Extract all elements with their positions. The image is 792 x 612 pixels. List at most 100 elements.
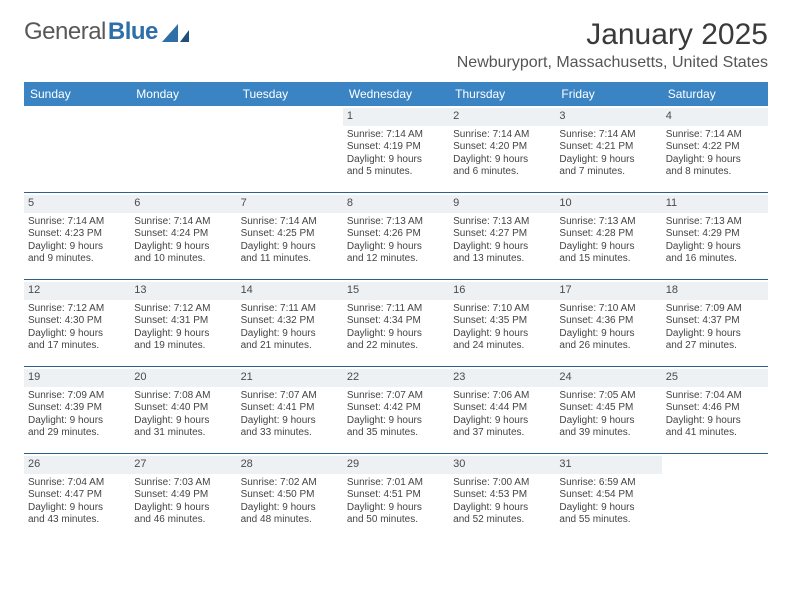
day-line-sunrise: Sunrise: 6:59 AM [559,477,657,490]
day-line-sunrise: Sunrise: 7:10 AM [559,303,657,316]
day-cell: 18Sunrise: 7:09 AMSunset: 4:37 PMDayligh… [662,280,768,366]
day-details: Sunrise: 7:12 AMSunset: 4:30 PMDaylight:… [28,303,126,353]
day-line-sunset: Sunset: 4:45 PM [559,402,657,415]
day-line-sunset: Sunset: 4:44 PM [453,402,551,415]
day-details: Sunrise: 7:09 AMSunset: 4:39 PMDaylight:… [28,390,126,440]
day-line-day_a: Daylight: 9 hours [453,415,551,428]
day-cell: 25Sunrise: 7:04 AMSunset: 4:46 PMDayligh… [662,367,768,453]
day-cell: 12 Sunrise: 7:12 AMSunset: 4:30 PMDayligh… [24,280,130,366]
day-line-day_b: and 11 minutes. [241,253,339,266]
calendar-week: 26Sunrise: 7:04 AMSunset: 4:47 PMDayligh… [24,454,768,540]
day-line-day_b: and 33 minutes. [241,427,339,440]
day-cell: 7Sunrise: 7:14 AMSunset: 4:25 PMDaylight… [237,193,343,279]
day-line-day_a: Daylight: 9 hours [241,328,339,341]
day-line-day_a: Daylight: 9 hours [559,241,657,254]
day-details: Sunrise: 7:14 AMSunset: 4:25 PMDaylight:… [241,216,339,266]
day-line-sunset: Sunset: 4:41 PM [241,402,339,415]
day-cell: 22Sunrise: 7:07 AMSunset: 4:42 PMDayligh… [343,367,449,453]
day-cell: 29Sunrise: 7:01 AMSunset: 4:51 PMDayligh… [343,454,449,540]
day-line-day_b: and 31 minutes. [134,427,232,440]
day-line-sunset: Sunset: 4:51 PM [347,489,445,502]
day-line-day_b: and 26 minutes. [559,340,657,353]
day-number: 8 [343,195,449,213]
day-details: Sunrise: 7:04 AMSunset: 4:47 PMDaylight:… [28,477,126,527]
day-line-day_b: and 35 minutes. [347,427,445,440]
day-cell: 8Sunrise: 7:13 AMSunset: 4:26 PMDaylight… [343,193,449,279]
day-details: Sunrise: 6:59 AMSunset: 4:54 PMDaylight:… [559,477,657,527]
page-header: GeneralBlue January 2025 Newburyport, Ma… [24,18,768,72]
day-number: 23 [449,369,555,387]
day-details: Sunrise: 7:13 AMSunset: 4:29 PMDaylight:… [666,216,764,266]
logo-sail-icon [162,22,190,42]
day-line-day_b: and 43 minutes. [28,514,126,527]
day-line-day_a: Daylight: 9 hours [559,154,657,167]
day-line-day_a: Daylight: 9 hours [134,502,232,515]
day-line-sunset: Sunset: 4:21 PM [559,141,657,154]
day-line-day_a: Daylight: 9 hours [134,328,232,341]
day-number: 12 [24,282,130,300]
calendar-grid: Sunday Monday Tuesday Wednesday Thursday… [24,82,768,540]
day-line-sunrise: Sunrise: 7:07 AM [347,390,445,403]
day-cell: 1Sunrise: 7:14 AMSunset: 4:19 PMDaylight… [343,106,449,192]
day-line-day_b: and 52 minutes. [453,514,551,527]
day-line-sunrise: Sunrise: 7:02 AM [241,477,339,490]
day-details: Sunrise: 7:10 AMSunset: 4:36 PMDaylight:… [559,303,657,353]
day-line-sunset: Sunset: 4:50 PM [241,489,339,502]
day-line-sunset: Sunset: 4:36 PM [559,315,657,328]
day-details: Sunrise: 7:02 AMSunset: 4:50 PMDaylight:… [241,477,339,527]
day-line-sunrise: Sunrise: 7:09 AM [28,390,126,403]
day-line-day_b: and 16 minutes. [666,253,764,266]
logo: GeneralBlue [24,18,190,46]
day-cell: 3Sunrise: 7:14 AMSunset: 4:21 PMDaylight… [555,106,661,192]
location-subtitle: Newburyport, Massachusetts, United State… [457,54,768,72]
day-of-week-header: Sunday Monday Tuesday Wednesday Thursday… [24,82,768,106]
day-details: Sunrise: 7:14 AMSunset: 4:24 PMDaylight:… [134,216,232,266]
day-details: Sunrise: 7:13 AMSunset: 4:28 PMDaylight:… [559,216,657,266]
day-line-day_a: Daylight: 9 hours [241,415,339,428]
day-line-day_a: Daylight: 9 hours [559,328,657,341]
day-details: Sunrise: 7:05 AMSunset: 4:45 PMDaylight:… [559,390,657,440]
day-number: 17 [555,282,661,300]
day-line-day_b: and 19 minutes. [134,340,232,353]
day-line-day_b: and 55 minutes. [559,514,657,527]
day-line-sunrise: Sunrise: 7:13 AM [559,216,657,229]
day-cell: 10 Sunrise: 7:13 AMSunset: 4:28 PMDayligh… [555,193,661,279]
day-number: 22 [343,369,449,387]
day-line-day_a: Daylight: 9 hours [559,502,657,515]
day-cell: 23Sunrise: 7:06 AMSunset: 4:44 PMDayligh… [449,367,555,453]
day-line-day_b: and 9 minutes. [28,253,126,266]
day-line-sunrise: Sunrise: 7:03 AM [134,477,232,490]
day-cell: 24Sunrise: 7:05 AMSunset: 4:45 PMDayligh… [555,367,661,453]
logo-text-b: Blue [108,18,158,46]
day-cell: 21Sunrise: 7:07 AMSunset: 4:41 PMDayligh… [237,367,343,453]
day-cell [24,106,130,192]
day-cell: 2Sunrise: 7:14 AMSunset: 4:20 PMDaylight… [449,106,555,192]
logo-text-a: General [24,18,106,46]
day-details: Sunrise: 7:11 AMSunset: 4:32 PMDaylight:… [241,303,339,353]
day-line-sunset: Sunset: 4:40 PM [134,402,232,415]
day-line-sunrise: Sunrise: 7:13 AM [666,216,764,229]
day-line-sunset: Sunset: 4:49 PM [134,489,232,502]
day-number: 29 [343,456,449,474]
day-line-sunset: Sunset: 4:29 PM [666,228,764,241]
dow-sunday: Sunday [24,82,130,106]
day-line-sunrise: Sunrise: 7:07 AM [241,390,339,403]
calendar-week: 1Sunrise: 7:14 AMSunset: 4:19 PMDaylight… [24,106,768,193]
day-cell: 9Sunrise: 7:13 AMSunset: 4:27 PMDaylight… [449,193,555,279]
day-line-day_a: Daylight: 9 hours [28,241,126,254]
day-line-sunset: Sunset: 4:54 PM [559,489,657,502]
day-line-day_a: Daylight: 9 hours [347,502,445,515]
day-line-day_b: and 27 minutes. [666,340,764,353]
day-cell: 11Sunrise: 7:13 AMSunset: 4:29 PMDayligh… [662,193,768,279]
day-line-sunrise: Sunrise: 7:12 AM [28,303,126,316]
day-line-day_a: Daylight: 9 hours [453,241,551,254]
day-number: 10 [555,195,661,213]
day-line-sunset: Sunset: 4:22 PM [666,141,764,154]
day-line-sunrise: Sunrise: 7:14 AM [134,216,232,229]
day-line-day_b: and 6 minutes. [453,166,551,179]
day-cell [662,454,768,540]
day-line-sunset: Sunset: 4:53 PM [453,489,551,502]
day-line-sunrise: Sunrise: 7:14 AM [28,216,126,229]
day-line-sunset: Sunset: 4:46 PM [666,402,764,415]
day-number: 25 [662,369,768,387]
